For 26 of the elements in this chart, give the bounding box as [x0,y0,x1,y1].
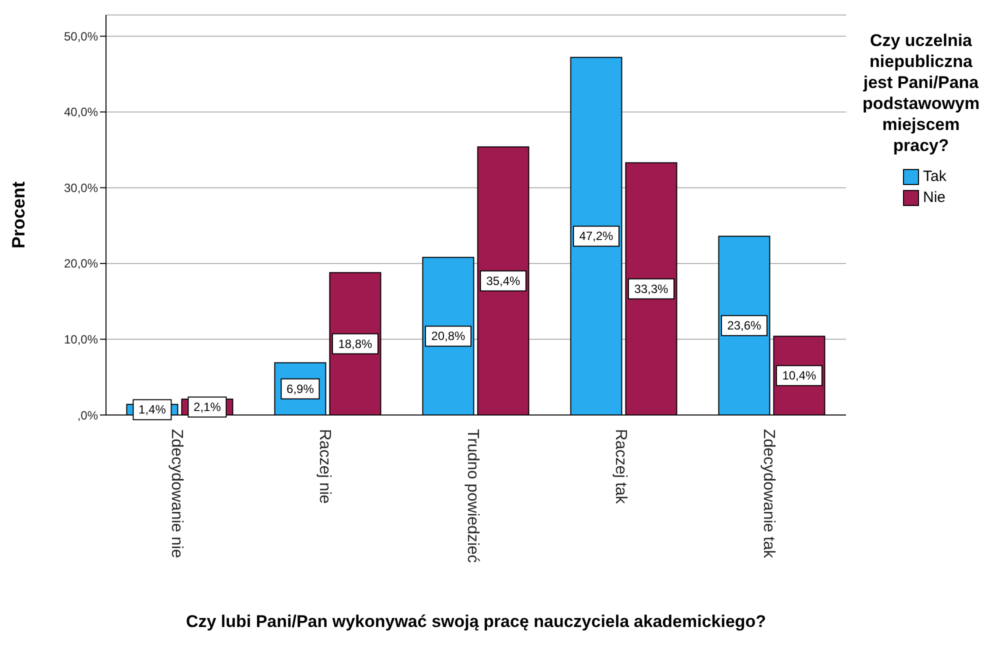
data-label: 1,4% [138,402,166,417]
y-tick-label: 50,0% [64,29,98,44]
data-label: 23,6% [727,318,762,333]
y-tick-label: ,0% [77,408,98,422]
y-axis-title: Procent [8,181,28,249]
data-label: 20,8% [431,329,466,344]
y-tick-label: 30,0% [64,180,98,195]
data-label: 6,9% [286,382,314,396]
legend-label: Nie [923,189,946,206]
legend-title: Czy uczelnia niepubliczna jest Pani/Pana podstawowym miejscem pracy? [861,30,981,156]
data-label: 47,2% [579,229,614,244]
legend-label: Tak [923,168,946,185]
x-tick-label: Zdecydowanie nie [168,429,185,558]
data-label: 2,1% [194,400,222,414]
x-tick-label: Trudno powiedzieć [464,429,481,563]
data-label: 35,4% [486,274,521,288]
y-tick-label: 20,0% [64,256,98,271]
x-tick-label: Zdecydowanie tak [760,429,777,559]
y-tick-label: 40,0% [64,105,98,120]
x-axis-title: Czy lubi Pani/Pan wykonywać swoją pracę nauczyciela akademickiego? [184,612,768,631]
x-tick-label: Raczej nie [316,429,333,504]
data-label: 10,4% [782,368,817,383]
x-tick-label: Raczej tak [612,429,629,505]
y-tick-label: 10,0% [64,332,98,346]
data-label: 18,8% [338,336,373,351]
data-label: 33,3% [634,282,669,296]
